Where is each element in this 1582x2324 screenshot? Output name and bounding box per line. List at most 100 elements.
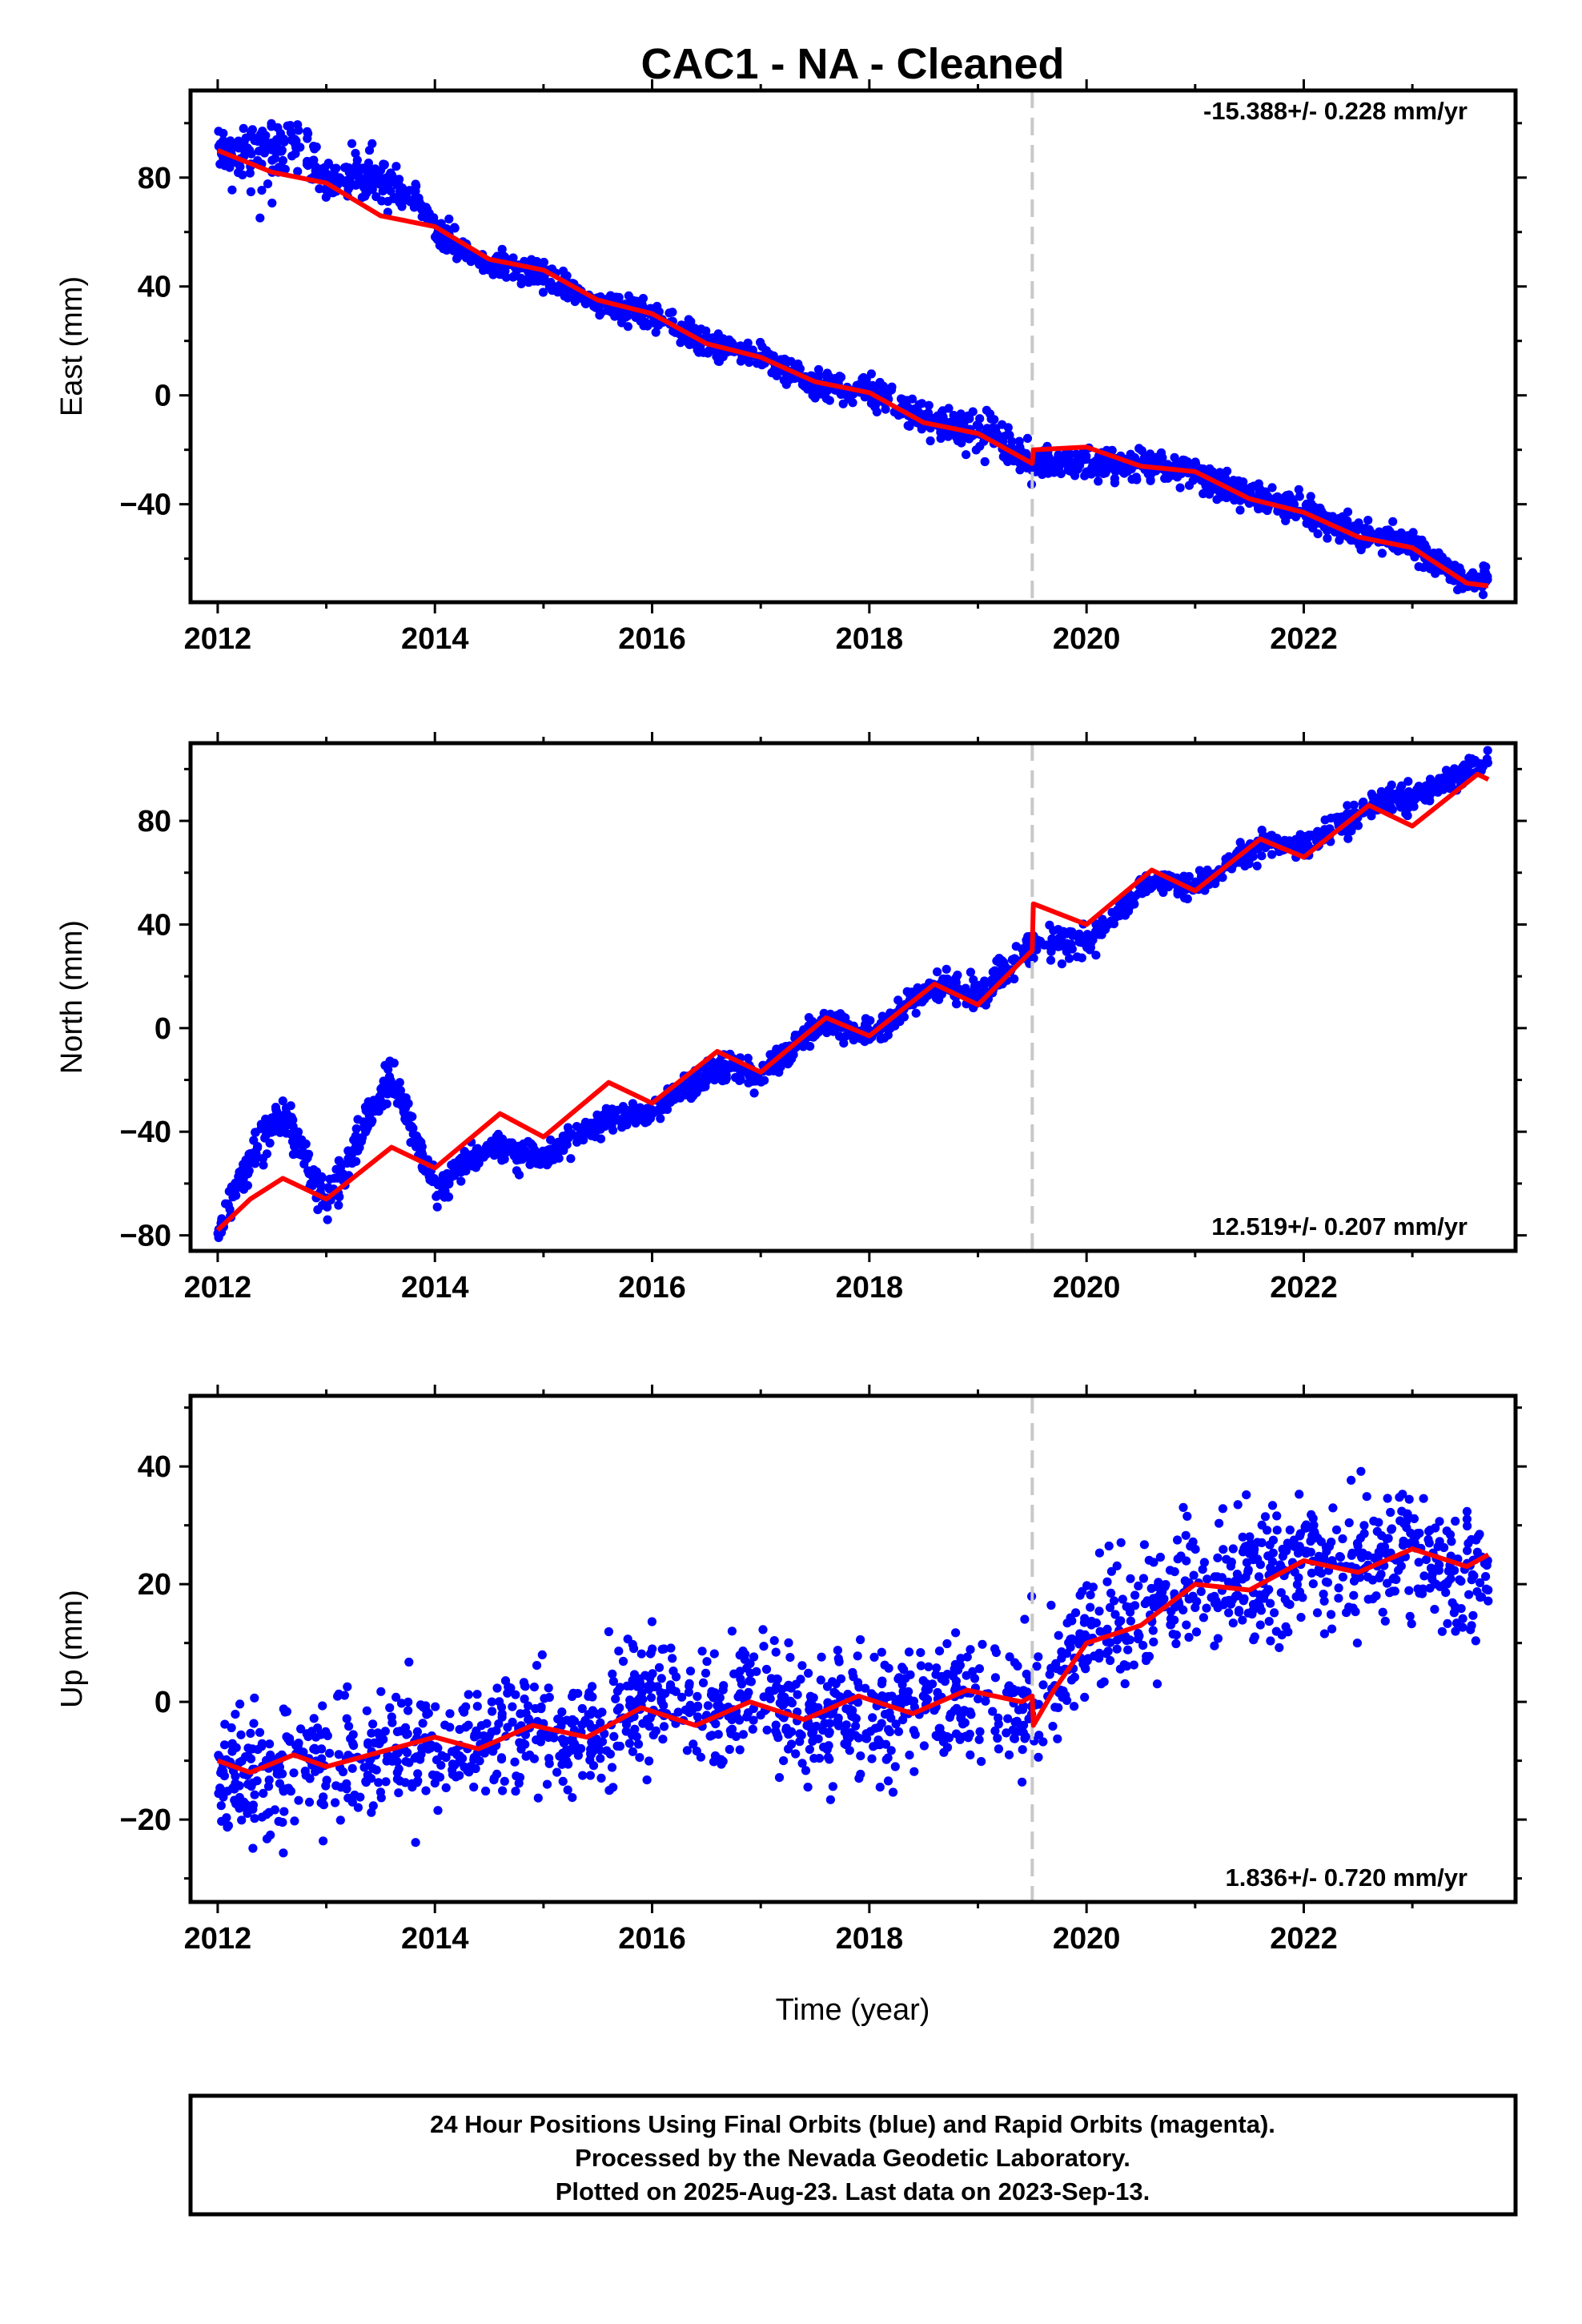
up-point <box>257 1812 267 1822</box>
north-point <box>1326 814 1335 823</box>
up-point <box>1414 1558 1423 1567</box>
up-point <box>1437 1626 1447 1636</box>
east-x-tick-label: 2020 <box>1053 622 1121 656</box>
up-point <box>1155 1552 1165 1562</box>
north-point <box>1409 802 1419 811</box>
north-point <box>1146 883 1155 894</box>
north-point <box>418 1164 428 1174</box>
up-point <box>1441 1588 1451 1598</box>
up-point <box>1404 1494 1414 1504</box>
up-point <box>693 1712 703 1722</box>
up-point <box>552 1767 562 1777</box>
up-point <box>916 1661 926 1671</box>
north-point <box>1046 955 1056 965</box>
up-point <box>1070 1702 1079 1711</box>
east-x-tick-label: 2018 <box>836 622 904 656</box>
north-point <box>278 1096 287 1106</box>
north-point <box>286 1101 295 1111</box>
up-point <box>644 1756 654 1766</box>
up-point <box>630 1724 640 1734</box>
up-point <box>1464 1590 1474 1599</box>
north-point <box>301 1139 311 1149</box>
up-point <box>492 1683 502 1693</box>
up-point <box>361 1778 371 1787</box>
north-point <box>786 1051 796 1061</box>
up-point <box>411 1838 420 1848</box>
up-point <box>1171 1630 1181 1640</box>
up-point <box>990 1673 1000 1683</box>
up-point <box>966 1645 975 1655</box>
east-point <box>580 298 590 308</box>
north-point <box>760 1076 769 1085</box>
east-point <box>1134 444 1144 453</box>
up-point <box>962 1652 972 1662</box>
east-point <box>1343 516 1352 526</box>
up-point <box>577 1703 587 1714</box>
up-point <box>608 1669 617 1679</box>
up-point <box>1378 1607 1387 1617</box>
up-point <box>845 1746 854 1755</box>
north-point <box>876 1034 885 1043</box>
up-point <box>322 1775 331 1785</box>
east-rate-label: -15.388+/- 0.228 mm/yr <box>1203 97 1468 125</box>
east-point <box>944 404 954 413</box>
up-point <box>1430 1605 1439 1614</box>
up-point <box>1106 1655 1115 1666</box>
north-point <box>635 1103 645 1112</box>
up-point <box>604 1626 614 1637</box>
north-point <box>492 1143 502 1152</box>
up-point <box>1271 1626 1281 1636</box>
east-point <box>1003 456 1013 467</box>
up-point <box>854 1774 864 1783</box>
up-point <box>725 1744 734 1755</box>
north-point <box>252 1143 263 1152</box>
up-point <box>1038 1680 1048 1690</box>
north-point <box>1483 758 1492 768</box>
up-point <box>1140 1598 1150 1609</box>
up-point <box>257 1739 267 1748</box>
up-point <box>1387 1524 1397 1534</box>
north-point <box>425 1172 435 1182</box>
north-point <box>1086 943 1095 952</box>
east-point <box>1184 480 1195 490</box>
east-point <box>982 405 991 415</box>
up-point <box>334 1750 343 1759</box>
north-point <box>474 1153 484 1163</box>
up-point <box>588 1761 599 1771</box>
east-points <box>214 119 1492 600</box>
up-point <box>1254 1572 1264 1582</box>
up-point <box>1372 1526 1382 1536</box>
up-point <box>1048 1722 1058 1731</box>
up-point <box>1308 1579 1318 1589</box>
up-point <box>636 1649 646 1659</box>
up-point <box>532 1661 542 1671</box>
up-point <box>1126 1616 1135 1626</box>
up-point <box>488 1707 497 1716</box>
up-point <box>1421 1554 1431 1565</box>
north-point <box>1342 809 1351 819</box>
up-point <box>1450 1602 1460 1612</box>
up-point <box>701 1668 711 1678</box>
east-point <box>839 388 849 399</box>
up-point <box>1326 1610 1336 1619</box>
up-point <box>1075 1590 1085 1600</box>
east-y-tick-label: 40 <box>138 271 171 304</box>
north-point <box>265 1138 275 1148</box>
up-point <box>1386 1507 1395 1518</box>
up-point <box>1102 1649 1111 1659</box>
up-point <box>890 1762 900 1771</box>
east-point <box>1483 575 1492 585</box>
up-point <box>532 1735 541 1745</box>
east-point <box>980 456 990 467</box>
north-point <box>347 1146 356 1156</box>
east-point <box>848 398 857 408</box>
east-point <box>887 382 897 392</box>
up-point <box>1283 1627 1293 1637</box>
up-point <box>1404 1586 1414 1595</box>
up-point <box>905 1751 914 1760</box>
north-point <box>1235 838 1245 847</box>
up-point <box>1435 1517 1444 1526</box>
north-point <box>432 1202 442 1212</box>
up-point <box>823 1698 833 1707</box>
east-point <box>388 194 398 203</box>
